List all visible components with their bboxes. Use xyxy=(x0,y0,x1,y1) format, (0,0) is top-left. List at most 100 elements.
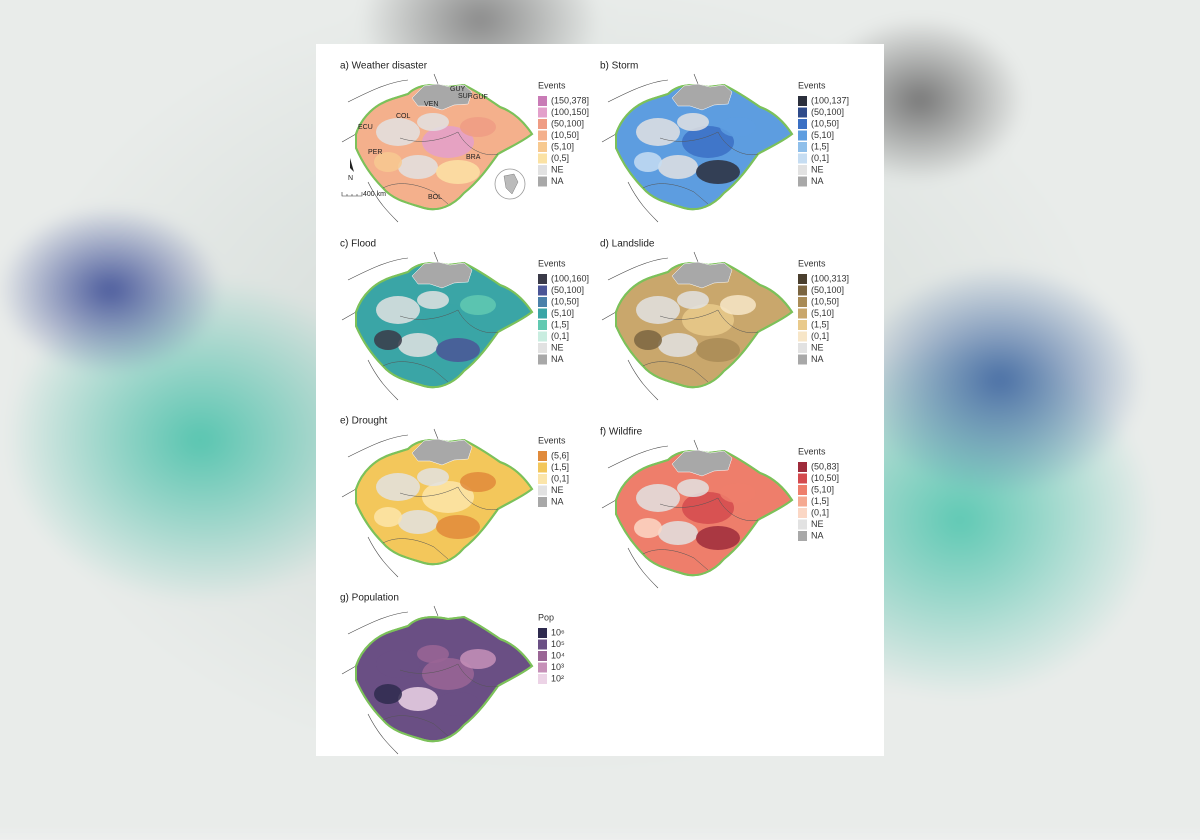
map xyxy=(341,605,533,755)
legend-label: (1,5] xyxy=(551,462,569,472)
legend-title: Events xyxy=(798,258,826,268)
legend-swatch xyxy=(538,674,547,684)
legend-swatch xyxy=(538,119,547,129)
internal-border xyxy=(642,131,759,205)
region-patch xyxy=(376,473,420,501)
country-label: BRA xyxy=(466,154,481,161)
legend-label: NA xyxy=(811,354,824,364)
legend-swatch xyxy=(538,320,547,330)
region-patch xyxy=(398,510,438,534)
legend-swatch xyxy=(798,285,807,296)
legend-swatch xyxy=(538,274,547,284)
legend-label: (100,137] xyxy=(811,95,849,105)
legend-label: NE xyxy=(551,164,564,174)
region-patch xyxy=(634,152,662,172)
legend-swatch xyxy=(798,485,807,495)
legend-label: (0,1] xyxy=(811,331,829,341)
region-patch xyxy=(436,160,480,184)
legend-swatch xyxy=(798,297,807,307)
legend-label: 10⁶ xyxy=(551,627,565,637)
legend-label: 10³ xyxy=(551,662,564,672)
legend-swatch xyxy=(538,165,547,175)
country-label: ECU xyxy=(358,124,373,131)
region-patch xyxy=(682,492,734,524)
legend-label: 10⁴ xyxy=(551,650,565,660)
region-patch xyxy=(436,692,480,716)
legend-label: NA xyxy=(811,176,824,186)
legend-swatch xyxy=(798,165,807,175)
legend-swatch xyxy=(538,343,547,353)
region-patch xyxy=(422,481,474,513)
map xyxy=(341,251,533,401)
legend-label: (0,1] xyxy=(551,473,569,483)
legend-title: Events xyxy=(538,80,566,90)
region-patch xyxy=(720,483,756,503)
legend-swatch xyxy=(798,153,807,164)
legend-swatch xyxy=(798,308,807,319)
legend-swatch xyxy=(798,508,807,518)
region-patch xyxy=(696,160,740,184)
legend-label: (100,150] xyxy=(551,107,589,117)
map xyxy=(601,251,793,401)
panel-title: d) Landslide xyxy=(600,239,655,250)
legend-swatch xyxy=(798,176,807,187)
legend-label: (10,50] xyxy=(811,118,839,128)
legend-label: 10² xyxy=(551,673,564,683)
legend-swatch xyxy=(538,651,547,661)
north-arrow xyxy=(350,158,354,172)
region-patch xyxy=(636,296,680,324)
region-patch xyxy=(374,507,402,527)
legend-label: (0,1] xyxy=(811,153,829,163)
legend-title: Events xyxy=(538,435,566,445)
legend-swatch xyxy=(538,628,547,638)
region-patch xyxy=(682,126,734,158)
legend-swatch xyxy=(798,274,807,284)
region-patch xyxy=(422,304,474,336)
region-patch xyxy=(422,658,474,690)
region-patch xyxy=(417,468,449,486)
legend-label: (1,5] xyxy=(551,319,569,329)
region-patch xyxy=(696,526,740,550)
region-patch xyxy=(417,645,449,663)
legend-swatch xyxy=(798,107,807,118)
region-patch xyxy=(696,338,740,362)
legend-swatch xyxy=(538,176,547,187)
legend-label: (1,5] xyxy=(811,496,829,506)
legend-label: (100,160] xyxy=(551,273,589,283)
legend-swatch xyxy=(538,130,547,141)
panel-title: g) Population xyxy=(340,593,399,604)
country-label: PER xyxy=(368,149,382,156)
region-patch xyxy=(398,155,438,179)
region-patch xyxy=(376,296,420,324)
internal-border xyxy=(642,309,759,383)
legend-label: (50,100] xyxy=(551,285,584,295)
legend-label: 10⁵ xyxy=(551,639,565,649)
legend-label: NA xyxy=(551,176,564,186)
legend-label: (10,50] xyxy=(551,130,579,140)
legend-swatch xyxy=(798,142,807,152)
legend-swatch xyxy=(538,142,547,152)
legend-swatch xyxy=(798,331,807,342)
legend-label: (5,10] xyxy=(811,484,834,494)
region-patch xyxy=(422,126,474,158)
legend-title: Events xyxy=(798,80,826,90)
legend-swatch xyxy=(538,462,547,473)
legend-label: (100,313] xyxy=(811,273,849,283)
map xyxy=(341,428,533,578)
map xyxy=(601,439,793,589)
legend-swatch xyxy=(798,473,807,484)
region-patch xyxy=(658,521,698,545)
region-patch xyxy=(658,333,698,357)
region-patch xyxy=(677,479,709,497)
legend-label: NA xyxy=(551,354,564,364)
region-patch xyxy=(682,304,734,336)
region-patch xyxy=(658,155,698,179)
legend-swatch xyxy=(538,662,547,673)
region-patch xyxy=(460,472,496,492)
legend-label: NE xyxy=(811,342,824,352)
legend-title: Events xyxy=(538,258,566,268)
